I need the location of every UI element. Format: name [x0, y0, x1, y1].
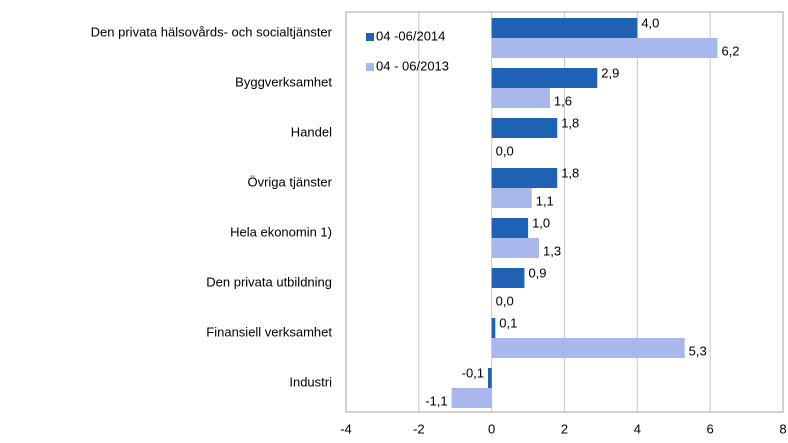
- bar: [491, 18, 638, 38]
- value-label: 1,3: [543, 243, 561, 258]
- x-tick-label: 0: [488, 421, 495, 436]
- bar: [491, 238, 540, 258]
- y-tick-label: Industri: [289, 374, 332, 389]
- value-label: 0,0: [496, 293, 514, 308]
- x-tick-label: -4: [340, 421, 352, 436]
- value-label: 4,0: [641, 15, 659, 30]
- y-tick-label: Hela ekonomin 1): [230, 224, 332, 239]
- y-tick-label: Handel: [291, 124, 332, 139]
- y-tick-label: Den privata utbildning: [206, 274, 332, 289]
- y-tick-label: Finansiell verksamhet: [206, 324, 332, 339]
- value-label: 2,9: [601, 65, 619, 80]
- value-label: 1,8: [561, 165, 579, 180]
- legend-label: 04 -06/2014: [376, 28, 445, 43]
- bar: [491, 318, 496, 338]
- bar: [491, 168, 558, 188]
- value-label: 1,6: [554, 93, 572, 108]
- y-tick-label: Byggverksamhet: [235, 74, 332, 89]
- legend-swatch: [366, 63, 374, 71]
- bar: [491, 88, 550, 108]
- x-tick-label: 4: [634, 421, 641, 436]
- y-tick-label: Övriga tjänster: [247, 174, 332, 189]
- bar: [488, 368, 492, 388]
- value-label: 1,8: [561, 115, 579, 130]
- bar: [451, 388, 492, 408]
- x-tick-label: 6: [707, 421, 714, 436]
- x-tick-label: 8: [779, 421, 786, 436]
- bar: [491, 218, 529, 238]
- bar: [491, 118, 558, 138]
- y-tick-label: Den privata hälsovårds- och socialtjänst…: [91, 24, 333, 39]
- bar: [491, 268, 525, 288]
- bar: [491, 338, 685, 358]
- legend-label: 04 - 06/2013: [376, 58, 449, 73]
- value-label: -1,1: [425, 393, 447, 408]
- value-label: 0,9: [528, 265, 546, 280]
- value-label: 6,2: [721, 43, 739, 58]
- x-tick-label: -2: [413, 421, 425, 436]
- value-label: 5,3: [689, 343, 707, 358]
- value-label: 1,0: [532, 215, 550, 230]
- value-label: 0,1: [499, 315, 517, 330]
- bar: [491, 188, 532, 208]
- value-label: -0,1: [462, 365, 484, 380]
- value-label: 0,0: [496, 143, 514, 158]
- legend-swatch: [366, 33, 374, 41]
- value-label: 1,1: [536, 193, 554, 208]
- bar: [491, 38, 718, 58]
- x-tick-label: 2: [561, 421, 568, 436]
- bar: [491, 68, 598, 88]
- plot-frame: [345, 11, 784, 413]
